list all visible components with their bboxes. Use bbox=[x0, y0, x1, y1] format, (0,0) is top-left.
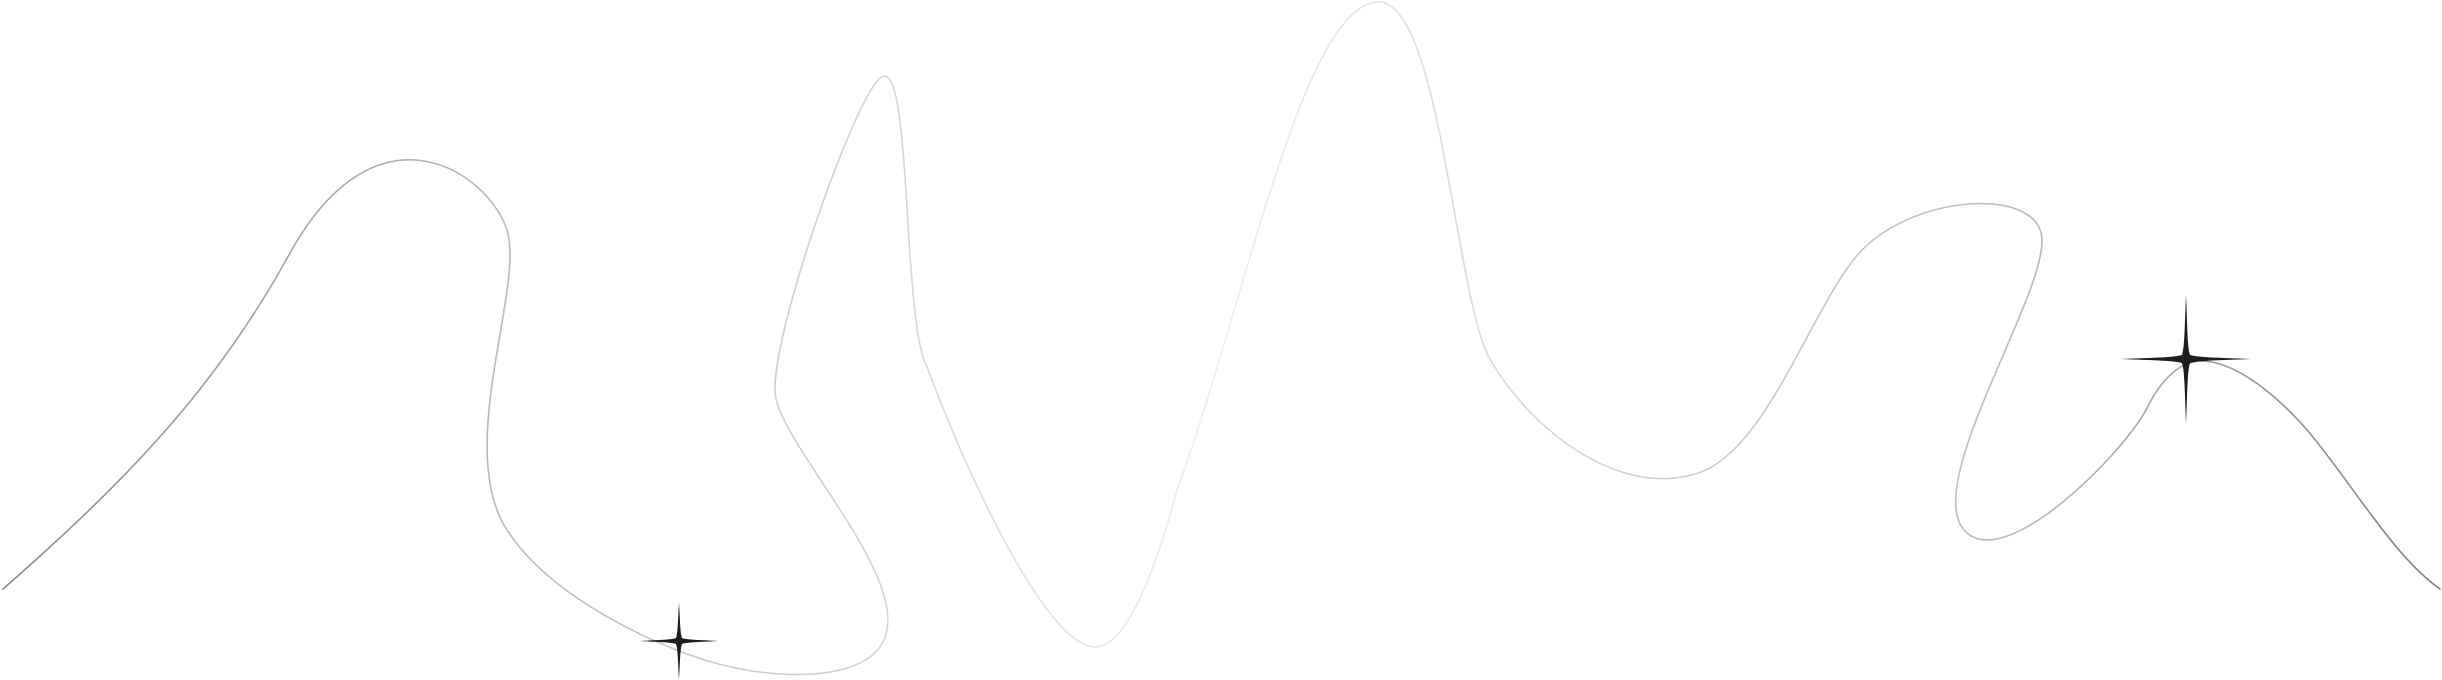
sparkle-icon bbox=[2121, 294, 2251, 424]
sparkle-icon bbox=[640, 602, 718, 680]
